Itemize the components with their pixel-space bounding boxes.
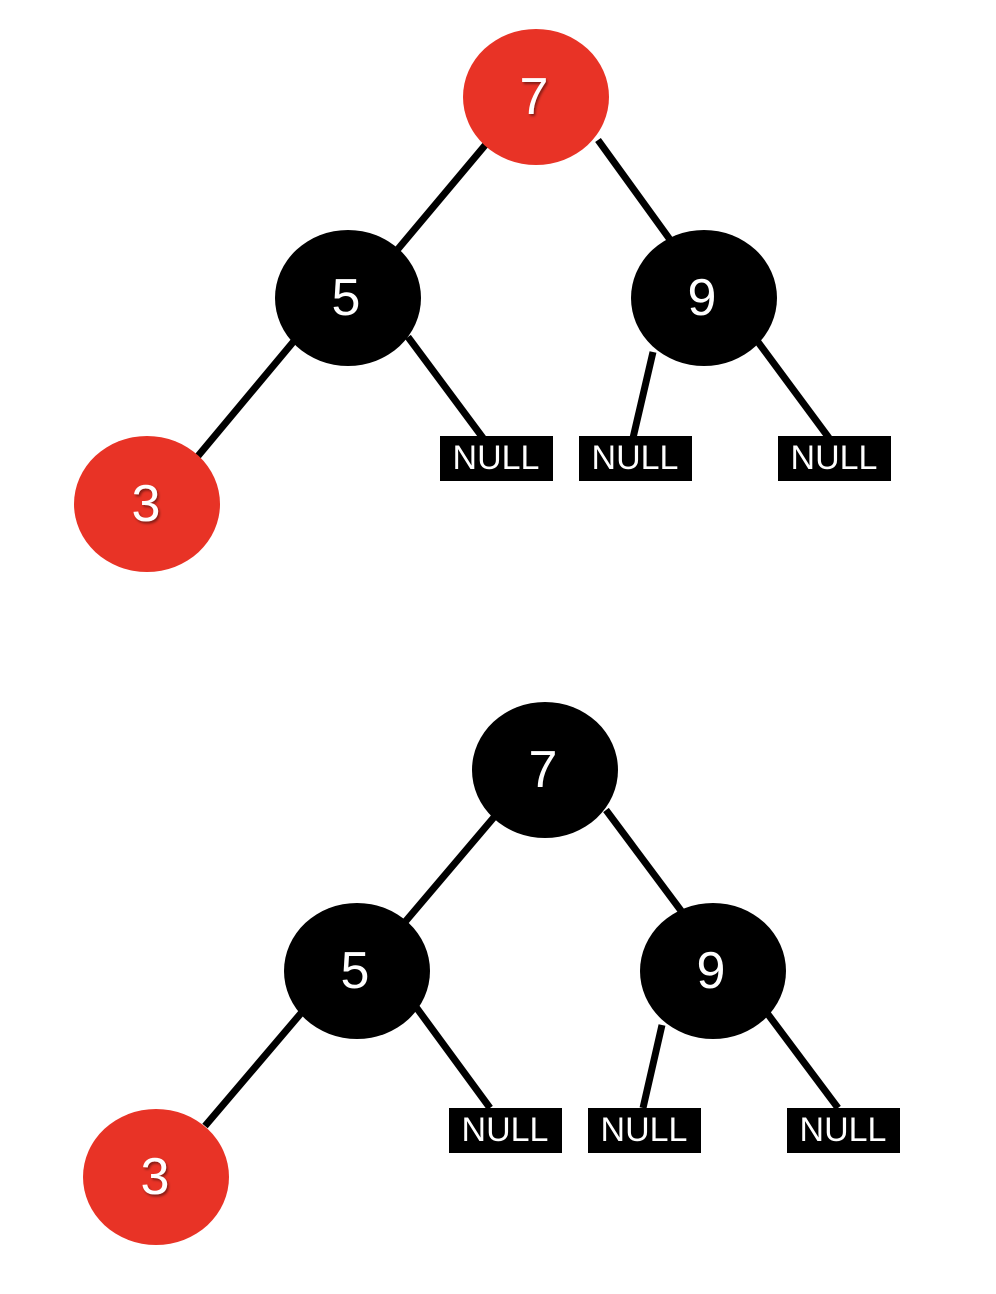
edge-5-null [405,334,486,441]
null-leaf-box [588,1108,701,1153]
node-9-circle [631,230,777,366]
node-7-label: 7 [520,68,549,126]
null-leaf: NULL [588,1108,701,1153]
node-5-circle [284,903,430,1039]
node-5: 5 [275,230,421,366]
null-leaf-label: NULL [462,1111,549,1149]
edge-7-9 [595,137,674,244]
node-9: 9 [640,903,786,1039]
node-7: 7 [463,29,609,165]
null-leaf-label: NULL [592,439,679,477]
edge-7-5 [395,134,495,252]
null-leaf: NULL [579,436,692,481]
node-5-circle [275,230,421,366]
null-leaf-label: NULL [791,439,878,477]
node-9-label: 9 [688,269,717,327]
node-3: 3 [74,436,220,572]
edge-9-null-right [764,1010,841,1111]
edge-9-null-left [639,1024,666,1109]
null-leaf-label: NULL [601,1111,688,1149]
edge-5-3 [202,1009,305,1129]
edge-9-null-left [629,351,657,439]
node-7-circle [472,702,618,838]
null-leaf: NULL [787,1108,900,1153]
null-leaf-box [449,1108,562,1153]
node-7-circle [463,29,609,165]
node-3-label: 3 [132,475,161,533]
node-3-label: 3 [141,1148,170,1206]
null-leaf: NULL [440,436,553,481]
null-leaf-box [440,436,553,481]
node-3: 3 [83,1109,229,1245]
node-5-label: 5 [341,942,370,1000]
tree-after: 7 5 9 3 NULL NULL NULL [83,702,900,1245]
node-3-circle [74,436,220,572]
null-leaf: NULL [778,436,891,481]
node-9-label: 9 [697,942,726,1000]
edge-5-null [413,1004,493,1111]
edge-7-5 [402,813,498,925]
node-9-circle [640,903,786,1039]
edge-9-null-right [755,339,832,441]
null-leaf-label: NULL [800,1111,887,1149]
node-3-circle [83,1109,229,1245]
null-leaf-box [787,1108,900,1153]
node-9: 9 [631,230,777,366]
edge-5-3 [195,338,297,459]
null-leaf: NULL [449,1108,562,1153]
node-7: 7 [472,702,618,838]
null-leaf-box [778,436,891,481]
node-5-label: 5 [332,269,361,327]
tree-before: 7 5 9 3 NULL NULL NULL [74,29,891,572]
edge-7-9 [603,807,685,915]
null-leaf-box [579,436,692,481]
node-7-label: 7 [529,741,558,799]
node-5: 5 [284,903,430,1039]
null-leaf-label: NULL [453,439,540,477]
